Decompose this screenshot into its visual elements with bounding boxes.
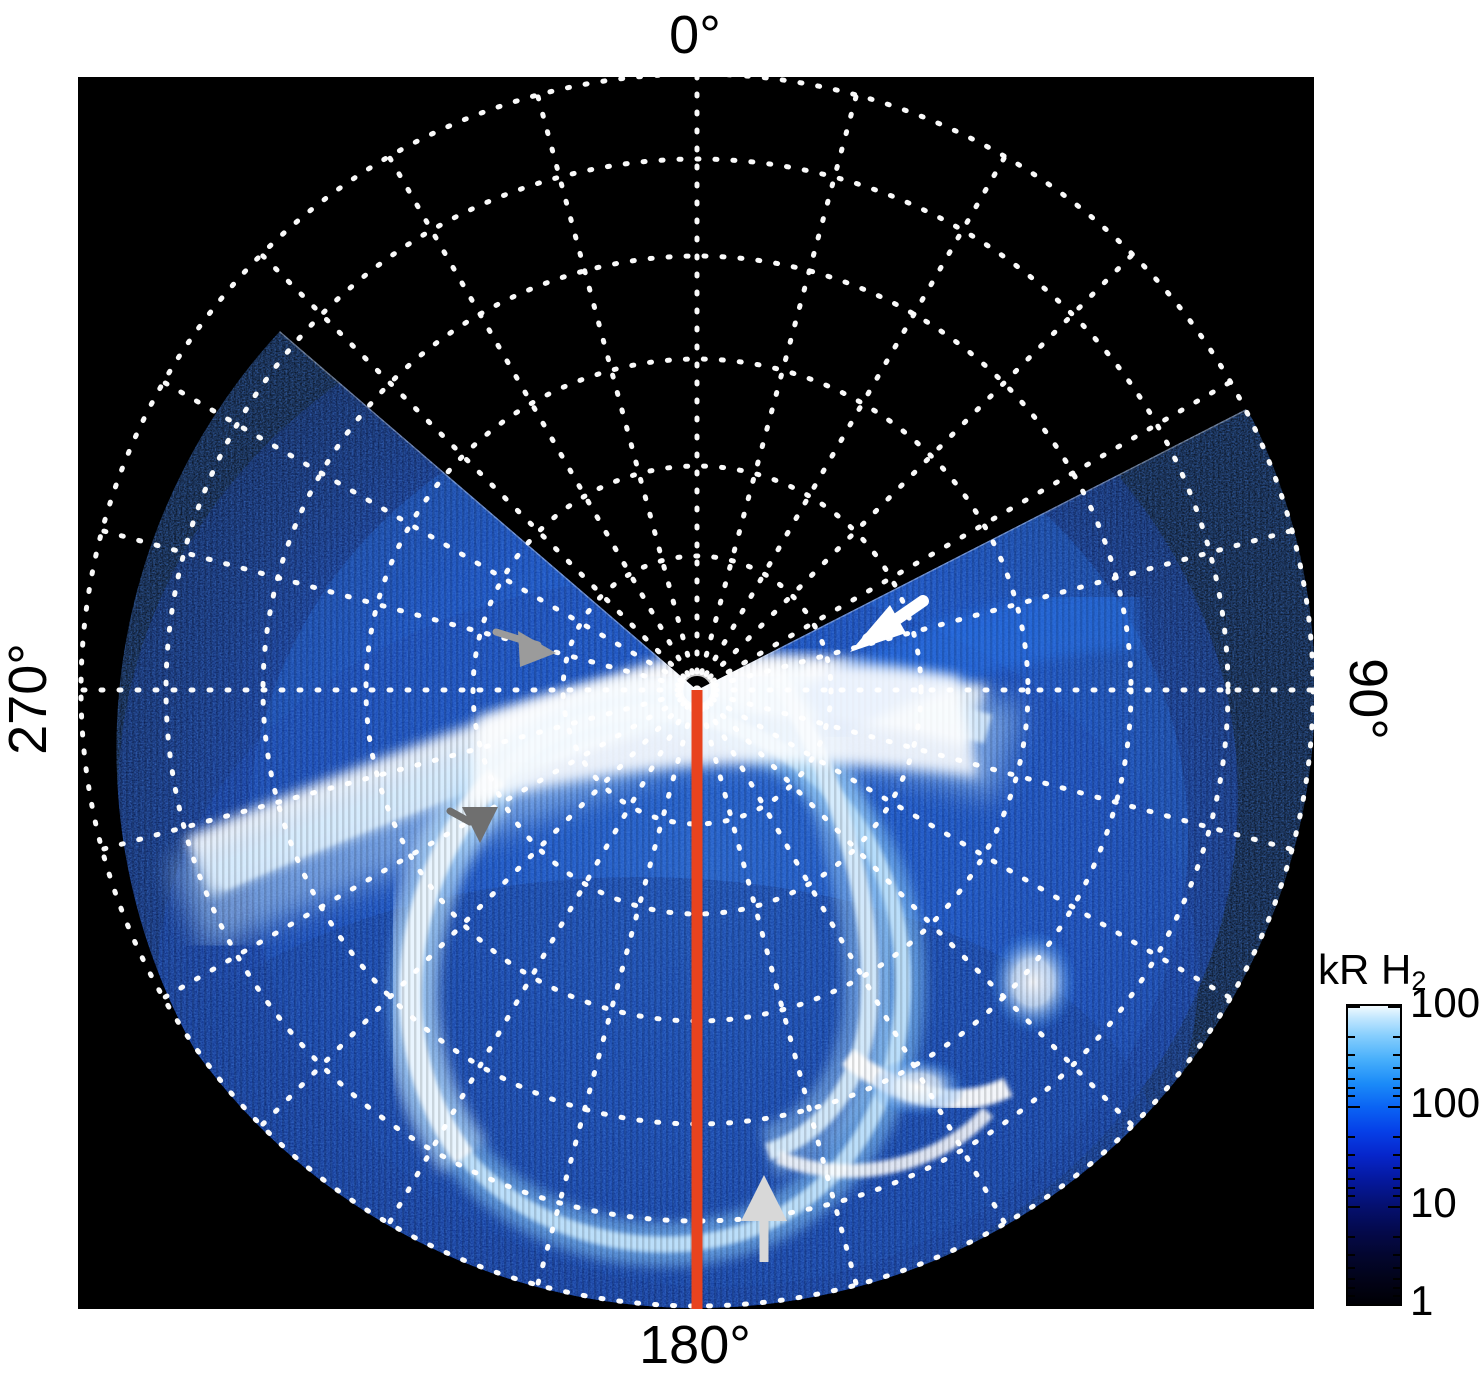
gray-arrow-annotation [492, 628, 556, 667]
colorbar-tick-minor [1348, 1195, 1355, 1197]
colorbar-tick-minor [1348, 1095, 1355, 1097]
colorbar-tick-minor [1393, 1095, 1400, 1097]
colorbar-gradient [1346, 1004, 1402, 1306]
spoke-240 [161, 687, 700, 1001]
spoke-165 [694, 687, 859, 1288]
gray-triangle-annotation [446, 807, 498, 843]
spoke-285 [99, 528, 700, 693]
colorbar-title-subscript: 2 [1411, 966, 1427, 996]
colorbar-tick-minor [1393, 1087, 1400, 1089]
colorbar-tick-minor [1348, 1236, 1355, 1238]
spoke-225 [258, 687, 700, 1129]
axis-label-left: 270° [0, 643, 58, 755]
colorbar-tick-minor [1393, 1054, 1400, 1056]
polar-plot-svg [78, 77, 1314, 1309]
spoke-150 [694, 687, 1008, 1226]
colorbar-tick-major-100-left [1348, 1106, 1360, 1108]
colorbar-tick-major-1-left [1348, 1304, 1360, 1306]
colorbar-tick-minor [1348, 1278, 1355, 1280]
colorbar-tick-minor [1348, 1295, 1355, 1297]
colorbar: kR H2 [1318, 946, 1481, 1326]
spoke-210 [386, 687, 700, 1226]
colorbar-tick-major-1000-left [1348, 1006, 1360, 1008]
spoke-135 [694, 687, 1136, 1129]
colorbar-tick-minor [1348, 1136, 1355, 1138]
spoke-30 [694, 154, 1008, 693]
colorbar-tick-major-1000-right [1388, 1006, 1400, 1008]
spoke-75 [694, 528, 1295, 693]
colorbar-tick-minor [1393, 1267, 1400, 1269]
colorbar-tick-minor [1393, 1278, 1400, 1280]
colorbar-tick-minor [1348, 1054, 1355, 1056]
colorbar-title-text: kR H [1318, 946, 1412, 993]
colorbar-tick-minor [1348, 1287, 1355, 1289]
axis-label-bottom: 180° [639, 1315, 751, 1375]
colorbar-tick-major-1-right [1388, 1304, 1400, 1306]
colorbar-tick-minor [1393, 1154, 1400, 1156]
colorbar-label-100: 100 [1410, 1079, 1481, 1126]
colorbar-tick-minor [1348, 1087, 1355, 1089]
colorbar-tick-minor [1393, 1067, 1400, 1069]
colorbar-tick-minor [1348, 1067, 1355, 1069]
colorbar-tick-minor [1393, 1295, 1400, 1297]
colorbar-tick-minor [1348, 1078, 1355, 1080]
colorbar-label-1000: 1000 [1410, 979, 1481, 1026]
colorbar-tick-major-100-right [1388, 1106, 1400, 1108]
colorbar-tick-major-10-right [1388, 1206, 1400, 1208]
white-arrow-annotation [850, 595, 929, 652]
spoke-330 [386, 154, 700, 693]
spoke-15 [694, 92, 859, 693]
auroral-emission-data [116, 331, 1314, 1308]
colorbar-tick-minor [1393, 1078, 1400, 1080]
colorbar-tick-minor [1393, 1195, 1400, 1197]
axis-label-top: 0° [669, 5, 721, 65]
spoke-195 [535, 687, 700, 1288]
polar-plot-area [78, 77, 1314, 1309]
spoke-300 [161, 379, 700, 693]
colorbar-tick-minor [1393, 1136, 1400, 1138]
colorbar-tick-minor [1393, 1254, 1400, 1256]
spoke-120 [694, 687, 1233, 1001]
colorbar-tick-minor [1348, 1254, 1355, 1256]
colorbar-tick-minor [1393, 1036, 1400, 1038]
colorbar-tick-minor [1348, 1154, 1355, 1156]
colorbar-label-10: 10 [1410, 1179, 1457, 1226]
axis-label-right: 90° [1338, 658, 1398, 740]
colorbar-tick-minor [1348, 1178, 1355, 1180]
colorbar-tick-major-10-left [1348, 1206, 1360, 1208]
spoke-105 [694, 687, 1295, 852]
grid-ring-5 [163, 156, 1231, 1224]
colorbar-tick-minor [1348, 1167, 1355, 1169]
grid-ring-2 [470, 463, 924, 917]
colorbar-title: kR H2 [1318, 946, 1426, 997]
spoke-45 [694, 251, 1136, 693]
colorbar-tick-minor [1393, 1187, 1400, 1189]
spoke-255 [99, 687, 700, 852]
colorbar-tick-minor [1393, 1287, 1400, 1289]
colorbar-tick-minor [1393, 1178, 1400, 1180]
colorbar-tick-minor [1348, 1267, 1355, 1269]
colorbar-tick-minor [1393, 1236, 1400, 1238]
colorbar-tick-minor [1393, 1167, 1400, 1169]
colorbar-label-1: 1 [1410, 1277, 1434, 1324]
colorbar-tick-minor [1348, 1187, 1355, 1189]
colorbar-tick-minor [1348, 1036, 1355, 1038]
light-gray-arrow-annotation [741, 1175, 787, 1262]
spoke-345 [535, 92, 700, 693]
spoke-60 [694, 379, 1233, 693]
grid-ring-1 [560, 553, 834, 827]
spoke-315 [258, 251, 700, 693]
